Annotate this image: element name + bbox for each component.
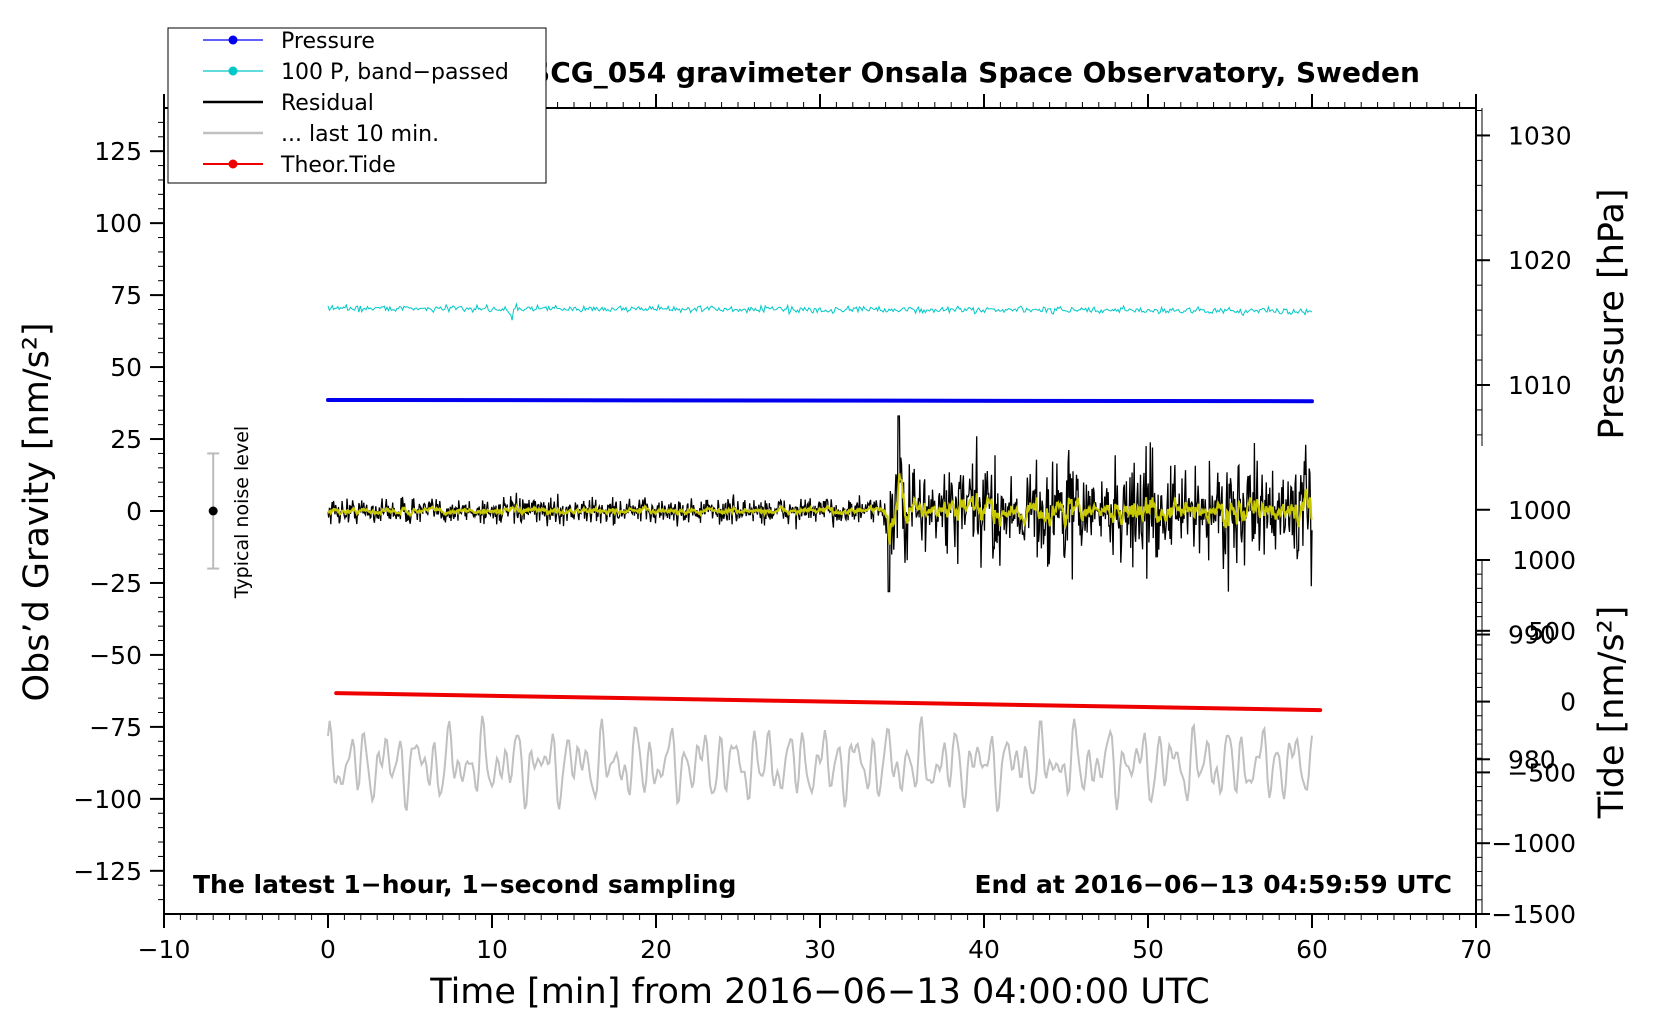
pressure-tick-label: 1020 [1508, 246, 1572, 275]
y-tick-label: 0 [126, 497, 142, 526]
pressure-tick-label: 1030 [1508, 121, 1572, 150]
legend-label: Pressure [281, 29, 375, 54]
x-tick-label: 20 [640, 935, 672, 964]
y-tick-label: 25 [110, 425, 142, 454]
series-layer [326, 302, 1323, 812]
chart-title: SCG_054 gravimeter Onsala Space Observat… [530, 56, 1420, 89]
x-tick-label: 30 [804, 935, 836, 964]
legend-label: Theor.Tide [280, 153, 396, 178]
y-axis-label-pressure: Pressure [hPa] [1592, 188, 1632, 439]
y-axis-label-gravity: Obs’d Gravity [nm/s²] [17, 322, 57, 701]
series-band-passed-pressure [327, 302, 1313, 321]
noise-level-label: Typical noise level [231, 426, 253, 599]
pressure-tick-label: 1000 [1508, 496, 1572, 525]
series-last-10-min [327, 715, 1313, 812]
y-tick-label: 125 [94, 137, 142, 166]
x-tick-label: 0 [320, 935, 336, 964]
tide-tick-label: −1000 [1491, 829, 1576, 858]
y-tick-label: −25 [89, 569, 142, 598]
y-axis-label-tide: Tide [nm/s²] [1592, 606, 1632, 820]
x-tick-label: −10 [138, 935, 191, 964]
series-residual-smoothed [327, 473, 1313, 545]
y-axis-pressure: 980 990 1000 1010 1020 1030 [1476, 108, 1572, 774]
x-tick-label: 60 [1296, 935, 1328, 964]
noise-level-indicator [207, 452, 220, 570]
noise-bar-center-dot [208, 506, 218, 516]
y-tick-label: 75 [110, 281, 142, 310]
tide-tick-label: 500 [1528, 617, 1576, 646]
x-axis: −10 0 10 20 30 40 50 60 70 [138, 94, 1492, 964]
series-theor-tide [334, 691, 1323, 713]
series-residual [327, 415, 1313, 593]
pressure-tick-label: 980 [1508, 745, 1556, 774]
y-tick-label: −100 [73, 785, 142, 814]
legend-box [167, 27, 547, 184]
pressure-tick-label: 1010 [1508, 371, 1572, 400]
legend-label: ... last 10 min. [281, 122, 439, 147]
x-axis-label: Time [min] from 2016−06−13 04:00:00 UTC [429, 972, 1209, 1012]
y-tick-label: 50 [110, 353, 142, 382]
legend-label: Residual [281, 91, 374, 116]
series-pressure [326, 397, 1314, 404]
legend-label: 100 P, band−passed [281, 60, 509, 85]
y-tick-label: 100 [94, 209, 142, 238]
tide-tick-label: −1500 [1491, 900, 1576, 929]
x-tick-label: 70 [1460, 935, 1492, 964]
y-tick-label: −50 [89, 641, 142, 670]
y-tick-label: −125 [73, 857, 142, 886]
tide-tick-label: 1000 [1512, 546, 1576, 575]
tide-tick-label: 0 [1560, 688, 1576, 717]
y-tick-label: −75 [89, 713, 142, 742]
x-tick-label: 10 [476, 935, 508, 964]
x-tick-label: 50 [1132, 935, 1164, 964]
legend-marker [228, 66, 238, 76]
y-axis-tide: 1000 500 0 −500 −1000 −1500 [1476, 546, 1576, 929]
legend-marker [228, 159, 238, 169]
annotation-sampling: The latest 1−hour, 1−second sampling [193, 870, 736, 899]
legend-marker [228, 35, 238, 45]
y-axis-gravity: 125 100 75 50 25 0 −25 −50 −75 −100 −125 [73, 121, 164, 901]
x-tick-label: 40 [968, 935, 1000, 964]
tide-tick-label: −500 [1507, 758, 1576, 787]
annotation-end-time: End at 2016−06−13 04:59:59 UTC [974, 870, 1452, 899]
pressure-tick-label: 990 [1508, 621, 1556, 650]
legend: Pressure 100 P, band−passed Residual ... la… [167, 27, 547, 184]
